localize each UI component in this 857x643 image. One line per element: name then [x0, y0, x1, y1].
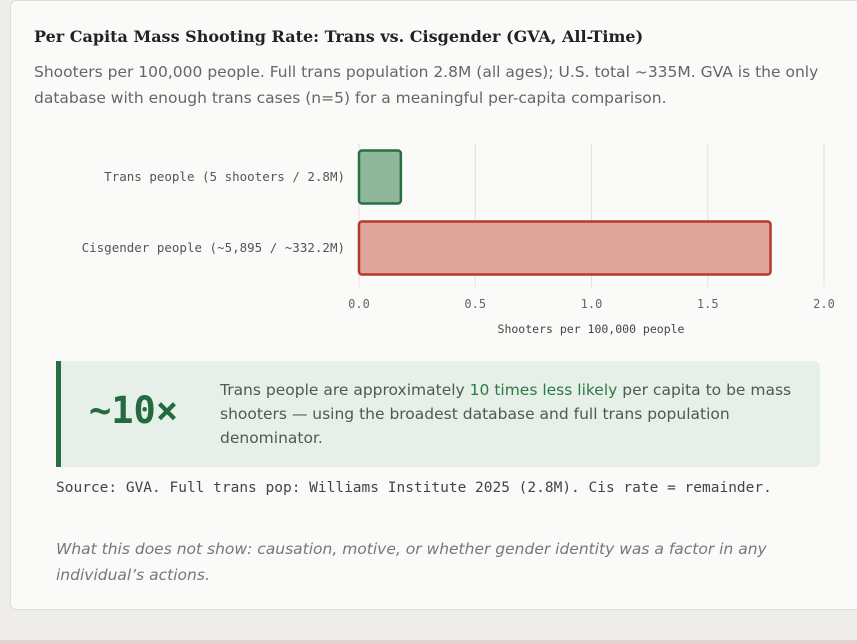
x-tick-label: 2.0 [813, 297, 835, 311]
x-tick-label: 0.5 [464, 297, 486, 311]
source-note: Source: GVA. Full trans pop: Williams In… [56, 480, 772, 496]
category-label: Cisgender people (~5,895 / ~332.2M) [82, 240, 345, 255]
caveat-note: What this does not show: causation, moti… [56, 540, 767, 584]
callout-box: ~10× Trans people are approximately 10 t… [56, 361, 820, 467]
category-label: Trans people (5 shooters / 2.8M) [104, 169, 345, 184]
chart-card: Per Capita Mass Shooting Rate: Trans vs.… [10, 0, 857, 610]
x-tick-label: 1.0 [581, 297, 603, 311]
bar-chart: 0.0 0.5 1.0 1.5 2.0 Shooters per 100,000 peop… [82, 143, 835, 336]
callout-emphasis: 10 times less likely [469, 381, 618, 399]
x-tick-label: 0.0 [348, 297, 370, 311]
callout-big-number: ~10× [89, 389, 179, 432]
bar [357, 220, 772, 276]
x-axis-title: Shooters per 100,000 people [498, 322, 685, 336]
bar [357, 149, 403, 205]
chart-subtitle: Shooters per 100,000 people. Full trans … [34, 63, 819, 107]
callout-text-start: Trans people are approximately [220, 381, 470, 399]
x-tick-label: 1.5 [697, 297, 719, 311]
chart-title: Per Capita Mass Shooting Rate: Trans vs.… [34, 27, 644, 46]
callout-text-end: per capita to be mass shooters — using t… [220, 381, 792, 447]
page-bottom-edge [0, 640, 857, 643]
callout-text: Trans people are approximately 10 times … [220, 378, 810, 450]
